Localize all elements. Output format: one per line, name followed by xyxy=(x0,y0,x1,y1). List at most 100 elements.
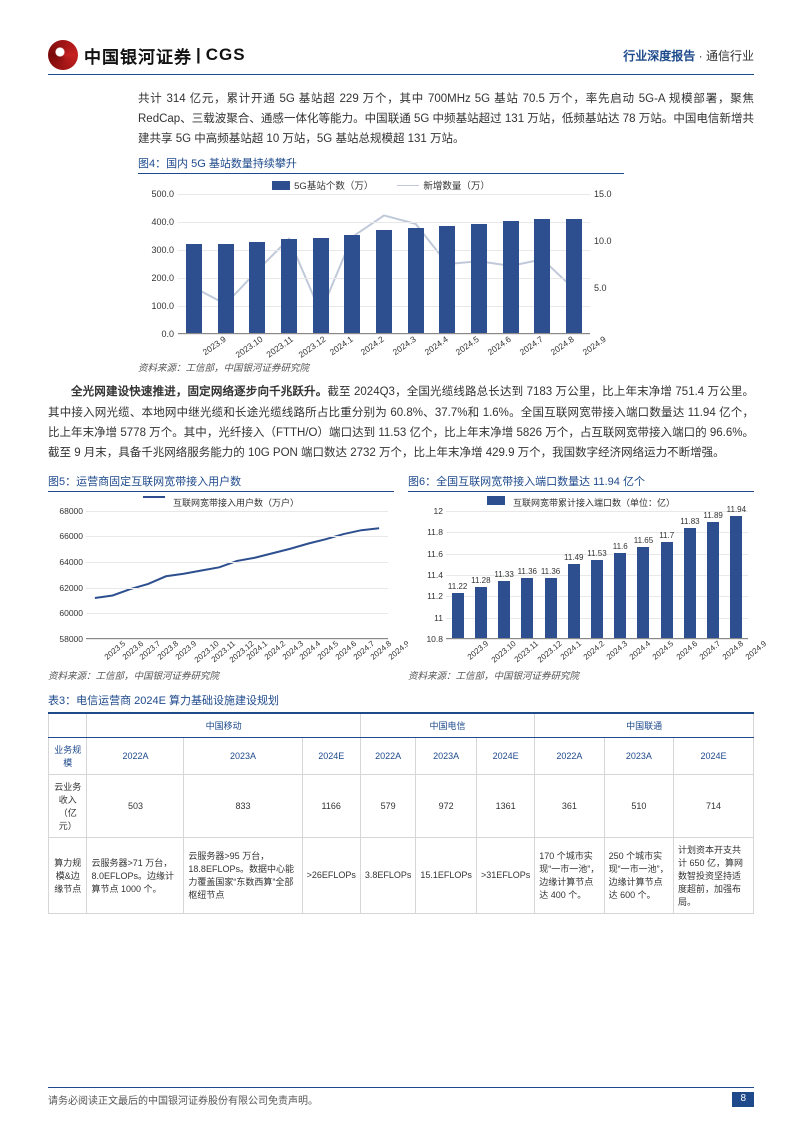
table-cell: 714 xyxy=(674,774,754,837)
table-cell: >31EFLOPs xyxy=(476,837,534,913)
sub-header: 2023A xyxy=(604,737,673,774)
chart6-bar xyxy=(568,564,580,638)
chart6-bar-label: 11.33 xyxy=(492,570,516,579)
line-swatch xyxy=(397,185,419,186)
table-row: 云业务收入（亿元） 503 833 1166 579 972 1361 361 … xyxy=(49,774,754,837)
chart5-source: 资料来源：工信部，中国银河证券研究院 xyxy=(48,668,394,682)
chart4-legend: 5G基站个数（万） 新增数量（万） xyxy=(138,178,624,192)
chart6-bar-label: 11.6 xyxy=(608,542,632,551)
chart6-source: 资料来源：工信部，中国银河证券研究院 xyxy=(408,668,754,682)
para-intro: 共计 314 亿元，累计开通 5G 基站超 229 万个，其中 700MHz 5… xyxy=(48,89,754,149)
chart6-x-axis: 2023.92023.102023.112023.122024.12024.22… xyxy=(446,639,748,663)
chart4-x-axis: 2023.92023.102023.112023.122024.12024.22… xyxy=(178,334,590,358)
chart5: 互联网宽带接入用户数（万户） 5800060000620006400066000… xyxy=(48,496,394,666)
line-swatch xyxy=(143,496,165,498)
bar-swatch xyxy=(487,496,505,505)
chart4-bar xyxy=(249,242,265,334)
chart5-col: 图5：运营商固定互联网宽带接入用户数 互联网宽带接入用户数（万户） 580006… xyxy=(48,469,394,682)
table-row: 算力规模&边缘节点 云服务器>71 万台，8.0EFLOPs。边缘计算节点 10… xyxy=(49,837,754,913)
chart6-legend: 互联网宽带累计接入端口数（单位：亿） xyxy=(408,496,754,509)
chart4-bar xyxy=(186,244,202,333)
table-cell: 云服务器>71 万台，8.0EFLOPs。边缘计算节点 1000 个。 xyxy=(87,837,184,913)
chart6-bar xyxy=(498,581,510,638)
table-cell: 510 xyxy=(604,774,673,837)
chart6-bar xyxy=(614,553,626,638)
sub-header: 2022A xyxy=(87,737,184,774)
bar-swatch xyxy=(272,181,290,190)
chart6-bar xyxy=(521,578,533,638)
group-header: 中国移动 xyxy=(87,713,360,738)
sub-header: 2023A xyxy=(416,737,477,774)
sub-header: 2024E xyxy=(302,737,360,774)
chart5-legend-label: 互联网宽带接入用户数（万户） xyxy=(173,496,299,509)
chart4-plot: 0.0100.0200.0300.0400.0500.05.010.015.0 xyxy=(178,194,590,334)
chart6-bar-label: 11.94 xyxy=(724,505,748,514)
industry-sep: · xyxy=(699,49,706,63)
chart6-bar-label: 11.65 xyxy=(631,536,655,545)
company-name-en: CGS xyxy=(206,45,246,65)
chart6-bar-label: 11.49 xyxy=(562,553,586,562)
para2: 全光网建设快速推进，固定网络逐步向千兆跃升。截至 2024Q3，全国光缆线路总长… xyxy=(48,382,754,463)
chart4-bar xyxy=(534,219,550,333)
chart6-bar-label: 11.22 xyxy=(446,582,470,591)
chart6-bar-label: 11.28 xyxy=(469,576,493,585)
table-cell: 云服务器>95 万台，18.8EFLOPs。数据中心能力覆盖国家“东数西算”全部… xyxy=(184,837,302,913)
logo-separator: | xyxy=(196,45,202,65)
sub-header: 业务规模 xyxy=(49,737,87,774)
table-cell: 579 xyxy=(360,774,416,837)
sub-header: 2022A xyxy=(360,737,416,774)
chart5-legend: 互联网宽带接入用户数（万户） xyxy=(48,496,394,509)
table-cell: 250 个城市实现“一市一池”，边缘计算节点达 600 个。 xyxy=(604,837,673,913)
chart6-bar xyxy=(545,578,557,638)
group-header: 中国电信 xyxy=(360,713,534,738)
table-cell: 15.1EFLOPs xyxy=(416,837,477,913)
page-header: 中国银河证券 | CGS 行业深度报告 · 通信行业 xyxy=(48,40,754,75)
company-name-cn: 中国银河证券 xyxy=(84,43,192,68)
sub-header: 2024E xyxy=(674,737,754,774)
chart6-title: 图6：全国互联网宽带接入端口数量达 11.94 亿个 xyxy=(408,473,754,492)
chart4-title: 图4：国内 5G 基站数量持续攀升 xyxy=(138,155,624,174)
chart6-bar xyxy=(730,516,742,638)
chart6-bar xyxy=(661,542,673,638)
table-cell: 1361 xyxy=(476,774,534,837)
table-sub-row: 业务规模2022A2023A2024E2022A2023A2024E2022A2… xyxy=(49,737,754,774)
table-cell: 3.8EFLOPs xyxy=(360,837,416,913)
logo-group: 中国银河证券 | CGS xyxy=(48,40,246,70)
chart6-bar-label: 11.83 xyxy=(678,517,702,526)
chart4-source: 资料来源：工信部，中国银河证券研究院 xyxy=(138,360,754,374)
sub-header: 2022A xyxy=(535,737,604,774)
page-number: 8 xyxy=(732,1092,754,1107)
chart5-title: 图5：运营商固定互联网宽带接入用户数 xyxy=(48,473,394,492)
chart6-plot: 10.81111.211.411.611.81211.2211.2811.331… xyxy=(446,511,748,639)
chart4-bar xyxy=(218,244,234,334)
chart4-bar xyxy=(471,224,487,334)
chart5-plot: 580006000062000640006600068000 xyxy=(86,511,388,639)
chart6-col: 图6：全国互联网宽带接入端口数量达 11.94 亿个 互联网宽带累计接入端口数（… xyxy=(408,469,754,682)
group-header: 中国联通 xyxy=(535,713,754,738)
chart6-bar xyxy=(637,547,649,638)
chart4-bar xyxy=(344,235,360,333)
chart4-bar xyxy=(281,239,297,334)
chart6-bar-label: 11.36 xyxy=(515,567,539,576)
chart4-legend-bar-label: 5G基站个数（万） xyxy=(294,178,373,192)
sub-header: 2024E xyxy=(476,737,534,774)
table-cell: >26EFLOPs xyxy=(302,837,360,913)
chart4-legend-line: 新增数量（万） xyxy=(397,178,490,192)
chart5-x-axis: 2023.52023.62023.72023.82023.92023.10202… xyxy=(86,639,388,663)
table-group-row: 中国移动 中国电信 中国联通 xyxy=(49,713,754,738)
sub-header: 2023A xyxy=(184,737,302,774)
chart4-legend-bar: 5G基站个数（万） xyxy=(272,178,373,192)
chart4-bar xyxy=(313,238,329,333)
page-footer: 请务必阅读正文最后的中国银河证券股份有限公司免责声明。 8 xyxy=(48,1087,754,1107)
chart6-legend-label: 互联网宽带累计接入端口数（单位：亿） xyxy=(513,496,675,509)
chart6-bar xyxy=(707,522,719,638)
chart5-line xyxy=(86,511,388,639)
chart6-bar-label: 11.36 xyxy=(539,567,563,576)
header-right: 行业深度报告 · 通信行业 xyxy=(623,47,754,64)
row-head: 算力规模&边缘节点 xyxy=(49,837,87,913)
para2-lead: 全光网建设快速推进，固定网络逐步向千兆跃升。 xyxy=(71,386,327,398)
doc-type: 行业深度报告 xyxy=(623,49,695,63)
table-cell: 972 xyxy=(416,774,477,837)
table-cell: 170 个城市实现“一市一池”，边缘计算节点达 400 个。 xyxy=(535,837,604,913)
table-cell: 833 xyxy=(184,774,302,837)
